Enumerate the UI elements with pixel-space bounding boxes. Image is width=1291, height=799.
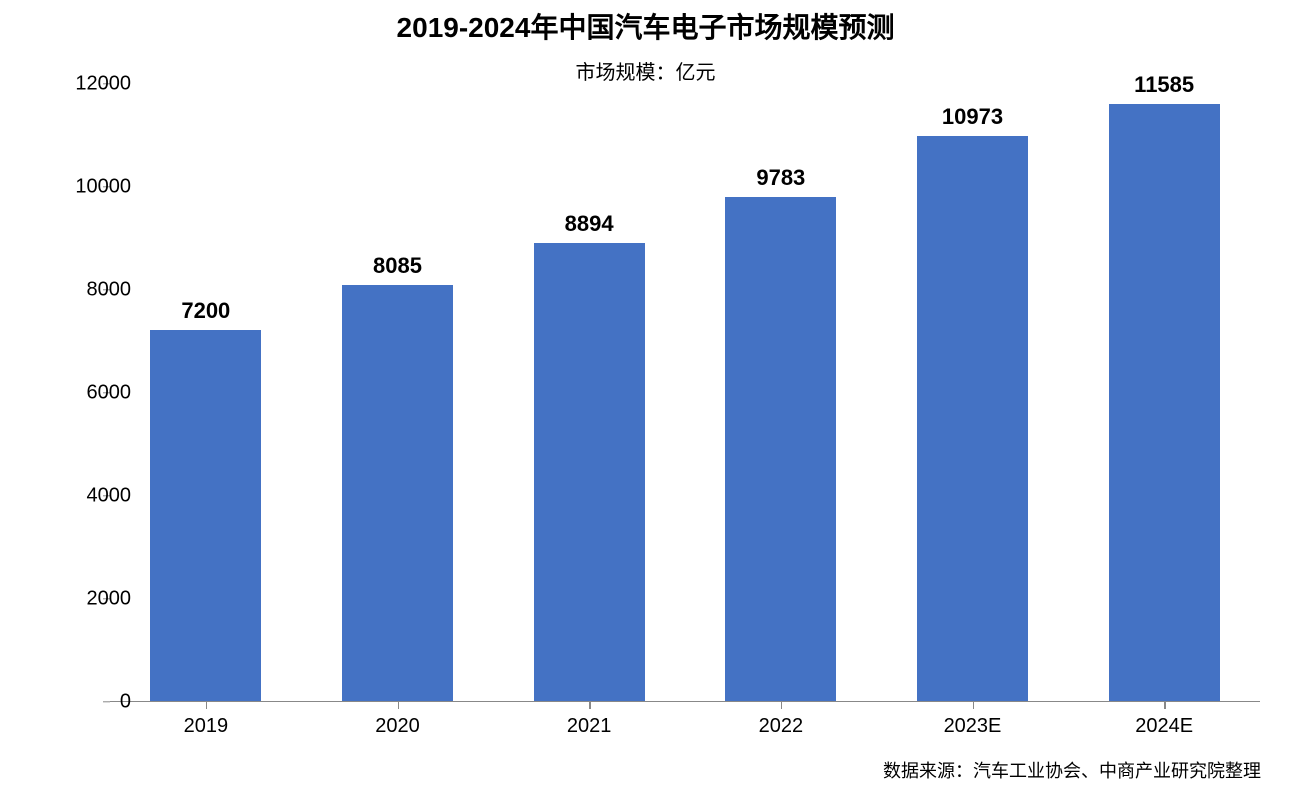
bar-value-label: 8085 bbox=[286, 253, 508, 279]
bar-value-label: 10973 bbox=[861, 104, 1083, 130]
bar-value-label: 11585 bbox=[1053, 72, 1275, 98]
x-axis-tick-mark bbox=[398, 702, 399, 709]
bar-value-label: 9783 bbox=[670, 165, 892, 191]
x-axis-tick-mark bbox=[206, 702, 207, 709]
bar bbox=[1109, 104, 1220, 701]
plot-area: 72002019 80852020 88942021 97832022 10973202… bbox=[110, 84, 1260, 702]
x-axis-tick-mark bbox=[973, 702, 974, 709]
y-axis-tick-label: 6000 bbox=[87, 382, 132, 405]
x-axis-tick-mark bbox=[589, 702, 590, 709]
bar-slot: 115852024E bbox=[1109, 83, 1220, 701]
x-axis-tick-mark bbox=[1164, 702, 1165, 709]
bar-slot: 72002019 bbox=[150, 83, 261, 701]
bar-value-label: 7200 bbox=[95, 298, 317, 324]
y-axis-tick-label: 12000 bbox=[75, 73, 131, 96]
bar bbox=[725, 197, 836, 701]
bar-value-label: 8894 bbox=[478, 211, 700, 237]
y-axis-tick-label: 8000 bbox=[87, 279, 132, 302]
data-source-note: 数据来源：汽车工业协会、中商产业研究院整理 bbox=[883, 757, 1261, 783]
bar bbox=[534, 243, 645, 701]
bar-slot: 109732023E bbox=[917, 83, 1028, 701]
bar bbox=[342, 285, 453, 701]
bar-slot: 97832022 bbox=[725, 83, 836, 701]
bar-slot: 80852020 bbox=[342, 83, 453, 701]
chart-container: 2019-2024年中国汽车电子市场规模预测 市场规模：亿元 720020198… bbox=[0, 0, 1291, 799]
bar-slot: 88942021 bbox=[534, 83, 645, 701]
y-axis-tick-label: 2000 bbox=[87, 588, 132, 611]
y-axis-tick-label: 4000 bbox=[87, 485, 132, 508]
y-axis-tick-label: 0 bbox=[120, 691, 131, 714]
y-axis-tick-label: 10000 bbox=[75, 176, 131, 199]
x-axis-tick-mark bbox=[781, 702, 782, 709]
chart-title: 2019-2024年中国汽车电子市场规模预测 bbox=[0, 6, 1291, 46]
bar bbox=[150, 330, 261, 701]
bar bbox=[917, 136, 1028, 701]
